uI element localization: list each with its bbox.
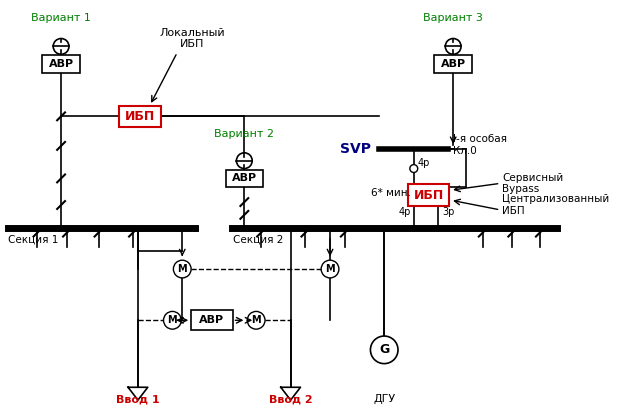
Text: M: M [251, 315, 261, 325]
Text: ИБП: ИБП [413, 189, 444, 201]
Text: Секция 1: Секция 1 [8, 234, 58, 244]
Text: 4р: 4р [418, 158, 430, 168]
Text: Ввод 2: Ввод 2 [269, 394, 312, 404]
Circle shape [445, 38, 461, 54]
Circle shape [370, 336, 398, 364]
Text: Вариант 3: Вариант 3 [424, 13, 483, 23]
Text: АВР: АВР [199, 315, 224, 325]
Text: ДГУ: ДГУ [373, 394, 395, 404]
Text: АВР: АВР [48, 59, 74, 69]
Text: M: M [177, 264, 187, 274]
Bar [119, 105, 161, 127]
Text: I-я особая
Кл.0: I-я особая Кл.0 [453, 134, 507, 156]
Text: SVP: SVP [340, 142, 371, 156]
Text: Локальный
ИБП: Локальный ИБП [159, 28, 225, 49]
Bar [191, 310, 232, 330]
Text: АВР: АВР [441, 59, 465, 69]
Circle shape [236, 153, 252, 169]
Bar [43, 55, 80, 73]
Circle shape [53, 38, 69, 54]
Text: Сервисный
Bypass: Сервисный Bypass [502, 173, 564, 194]
Text: 4р: 4р [398, 207, 411, 217]
Circle shape [410, 165, 418, 173]
Circle shape [247, 311, 265, 329]
Bar [434, 55, 472, 73]
Bar [225, 170, 263, 187]
Text: 6* мин.: 6* мин. [371, 188, 411, 198]
Circle shape [321, 260, 339, 278]
Text: Ввод 1: Ввод 1 [116, 394, 160, 404]
Text: G: G [379, 343, 389, 356]
Text: M: M [168, 315, 177, 325]
Text: 3р: 3р [443, 207, 455, 217]
Text: Вариант 2: Вариант 2 [215, 129, 274, 139]
Text: ИБП: ИБП [124, 110, 155, 123]
Bar [408, 184, 449, 206]
Circle shape [164, 311, 181, 329]
Text: Секция 2: Секция 2 [234, 234, 284, 244]
Text: Вариант 1: Вариант 1 [31, 13, 91, 23]
Text: M: M [325, 264, 335, 274]
Text: АВР: АВР [232, 173, 257, 183]
Circle shape [173, 260, 191, 278]
Text: Централизованный
ИБП: Централизованный ИБП [502, 194, 610, 216]
